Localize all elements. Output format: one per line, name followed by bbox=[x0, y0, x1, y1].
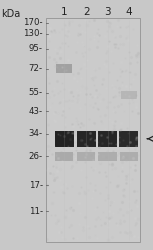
Bar bbox=[55, 131, 73, 147]
Bar bbox=[120, 152, 138, 161]
Bar bbox=[46, 18, 140, 242]
Bar bbox=[56, 64, 73, 73]
Text: 4: 4 bbox=[126, 7, 132, 17]
Text: 17-: 17- bbox=[29, 180, 43, 190]
Text: 130-: 130- bbox=[23, 29, 43, 38]
Bar bbox=[98, 131, 117, 147]
Text: 1: 1 bbox=[61, 7, 67, 17]
Text: 34-: 34- bbox=[29, 129, 43, 138]
Text: kDa: kDa bbox=[2, 9, 21, 19]
Text: 43-: 43- bbox=[29, 107, 43, 116]
Text: 95-: 95- bbox=[29, 44, 43, 53]
Bar bbox=[77, 131, 96, 147]
Text: 3: 3 bbox=[104, 7, 111, 17]
Text: 170-: 170- bbox=[23, 18, 43, 27]
Bar bbox=[77, 152, 95, 161]
Bar bbox=[119, 131, 138, 147]
Bar bbox=[98, 152, 117, 161]
Text: 2: 2 bbox=[83, 7, 90, 17]
Bar bbox=[121, 91, 136, 99]
Text: 26-: 26- bbox=[29, 152, 43, 161]
Bar bbox=[55, 152, 73, 161]
Text: 72-: 72- bbox=[29, 64, 43, 73]
Text: 11-: 11- bbox=[29, 207, 43, 216]
Text: 55-: 55- bbox=[29, 88, 43, 97]
